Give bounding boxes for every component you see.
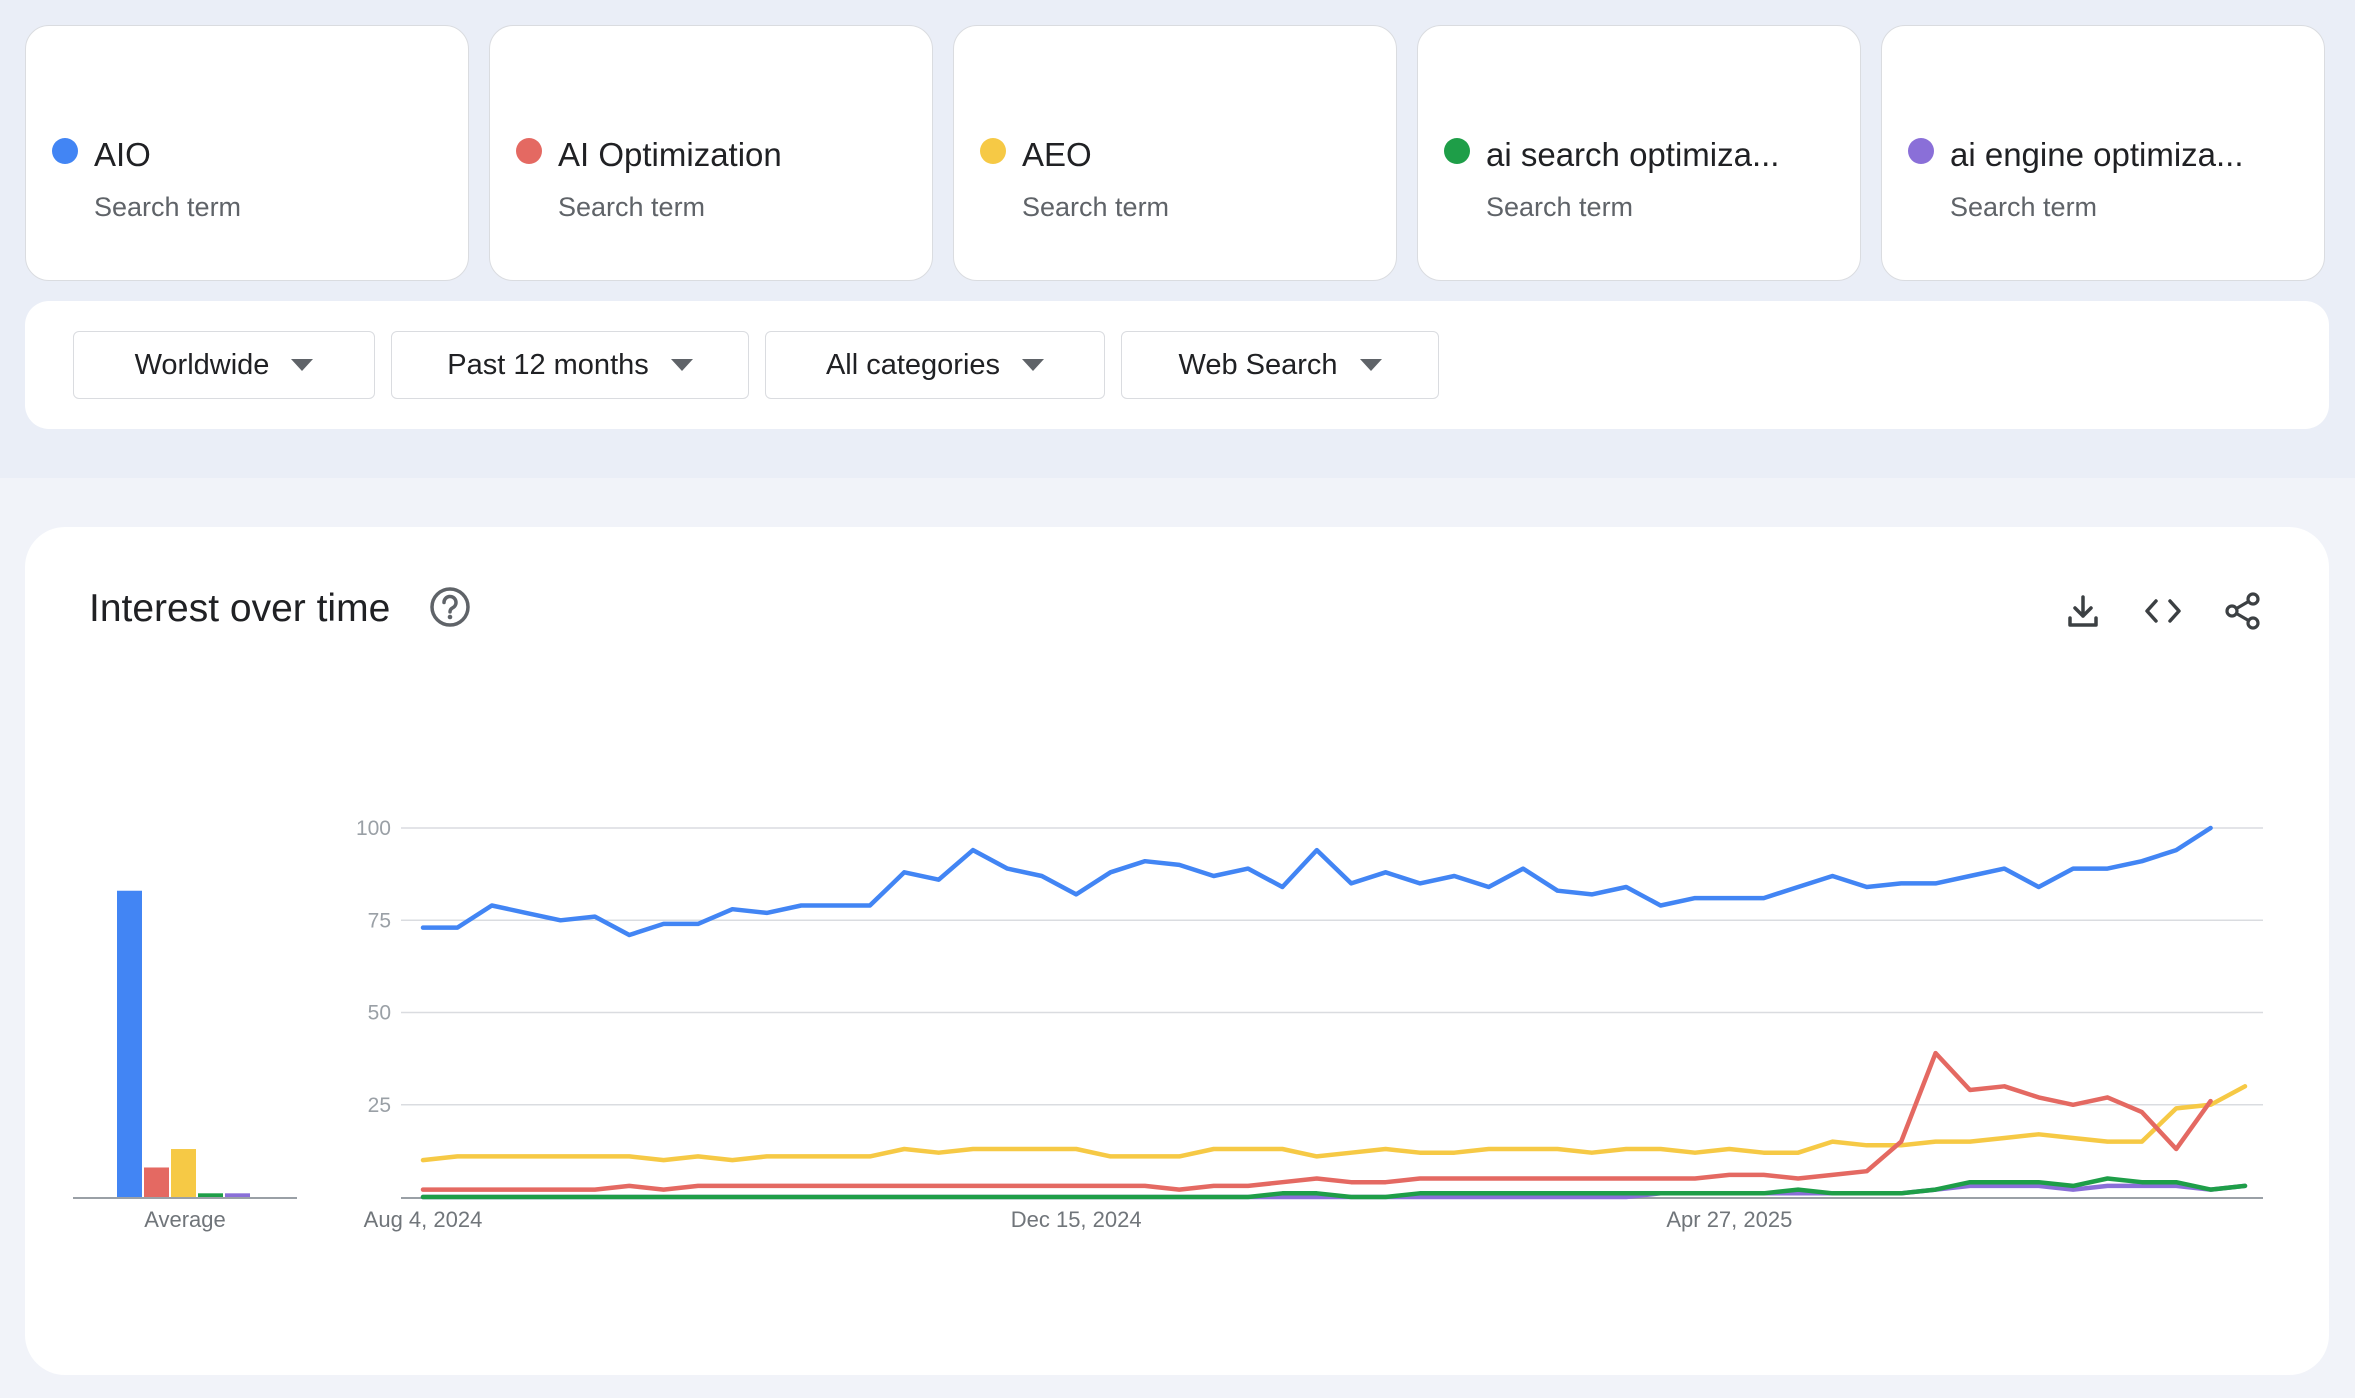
y-tick-label: 75 [368,909,391,932]
x-tick-label: Aug 4, 2024 [364,1207,483,1232]
embed-code-icon[interactable] [2141,589,2185,633]
panel-title: Interest over time [89,587,391,630]
search-term-name: AI Optimization [558,136,782,173]
series-color-dot [1444,138,1470,164]
average-bar [198,1193,223,1197]
search-term-name: ai engine optimiza... [1950,136,2244,173]
series-color-dot [1908,138,1934,164]
series-line-aio [420,825,2213,938]
time-range-dropdown[interactable]: Past 12 months [391,331,749,399]
search-term-type: Search term [94,192,242,222]
average-bar [117,890,142,1197]
time-range-dropdown-label: Past 12 months [447,348,649,381]
series-line-ai-optimization [420,1050,2213,1192]
average-label: Average [144,1207,226,1232]
search-term-type: Search term [1486,192,1634,222]
search-term-card-aio[interactable]: AIO Search term [25,25,469,281]
y-tick-label: 25 [368,1094,391,1117]
average-bar [144,1167,169,1197]
interest-chart: Average 25 50 75 100 Aug 4, 2024 Dec 15, 2024 A… [73,817,2263,1232]
caret-down-icon [1359,359,1382,371]
x-tick-label: Dec 15, 2024 [1011,1207,1142,1232]
search-type-dropdown-label: Web Search [1178,348,1338,381]
interest-over-time-panel: Interest over time Average 25 50 75 100 Aug 4… [25,527,2329,1375]
search-term-type: Search term [1950,192,2098,222]
search-term-name: ai search optimiza... [1486,136,1780,173]
x-tick-label: Apr 27, 2025 [1666,1207,1792,1232]
caret-down-icon [1022,359,1045,371]
series-color-dot [516,138,542,164]
search-type-dropdown[interactable]: Web Search [1121,331,1439,399]
help-circle-icon[interactable] [428,585,472,629]
series-line-aeo [420,1084,2248,1163]
region-dropdown[interactable]: Worldwide [73,331,375,399]
search-term-name: AIO [94,136,151,173]
y-tick-label: 50 [368,1002,391,1025]
download-icon[interactable] [2061,589,2105,633]
y-tick-label: 100 [356,817,391,840]
search-term-type: Search term [1022,192,1170,222]
search-term-card-ai-optimization[interactable]: AI Optimization Search term [489,25,933,281]
filter-bar: Worldwide Past 12 months All categories … [25,301,2329,429]
share-icon[interactable] [2221,589,2265,633]
search-term-card-aeo[interactable]: AEO Search term [953,25,1397,281]
average-bar [171,1149,196,1197]
series-line-ai-search-optimiza [420,1176,2248,1200]
search-term-card-ai-engine-optimization[interactable]: ai engine optimiza... Search term [1881,25,2325,281]
series-color-dot [980,138,1006,164]
search-term-card-ai-search-optimization[interactable]: ai search optimiza... Search term [1417,25,1861,281]
search-term-type: Search term [558,192,706,222]
search-term-name: AEO [1022,136,1092,173]
average-bar [225,1193,250,1197]
category-dropdown[interactable]: All categories [765,331,1105,399]
caret-down-icon [291,359,314,371]
region-dropdown-label: Worldwide [134,348,270,381]
category-dropdown-label: All categories [825,348,1001,381]
series-color-dot [52,138,78,164]
caret-down-icon [670,359,693,371]
